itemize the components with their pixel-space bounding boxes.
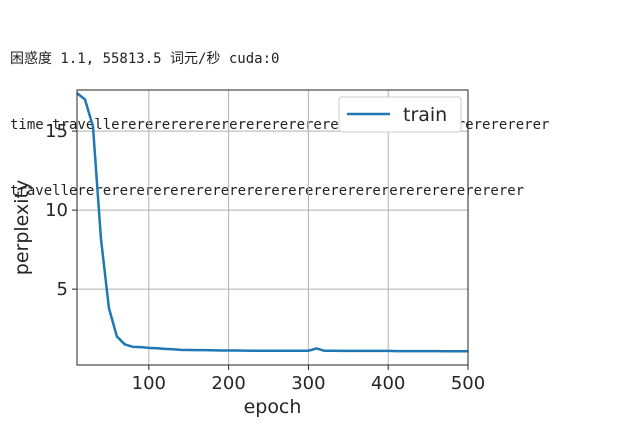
x-tick-label: 100	[132, 373, 166, 394]
series-line-train	[76, 92, 468, 353]
perplexity-status-line: 困惑度 1.1, 55813.5 词元/秒 cuda:0	[10, 51, 280, 67]
x-axis-title: epoch	[244, 396, 302, 418]
y-tick-label: 10	[45, 200, 68, 221]
y-axis-title: perplexity	[11, 180, 33, 275]
legend-box	[338, 96, 462, 133]
x-tick-label: 400	[371, 373, 405, 394]
legend: train	[338, 96, 462, 133]
perplexity-chart: 100 200 300 400 500 5 10 15 epoch perplexity tr…	[11, 89, 485, 418]
legend-label-train: train	[403, 104, 447, 126]
prediction-line-2: travellerererererererererererererererere…	[10, 183, 525, 199]
y-tick-label: 5	[57, 279, 68, 300]
x-tick-label: 500	[451, 373, 485, 394]
y-tick-label: 15	[45, 121, 68, 142]
x-tick-label: 300	[291, 373, 325, 394]
x-tick-label: 200	[211, 373, 245, 394]
axes-frame	[76, 89, 469, 366]
series-layer	[76, 92, 468, 353]
tick-layer: 100 200 300 400 500 5 10 15	[45, 121, 485, 394]
